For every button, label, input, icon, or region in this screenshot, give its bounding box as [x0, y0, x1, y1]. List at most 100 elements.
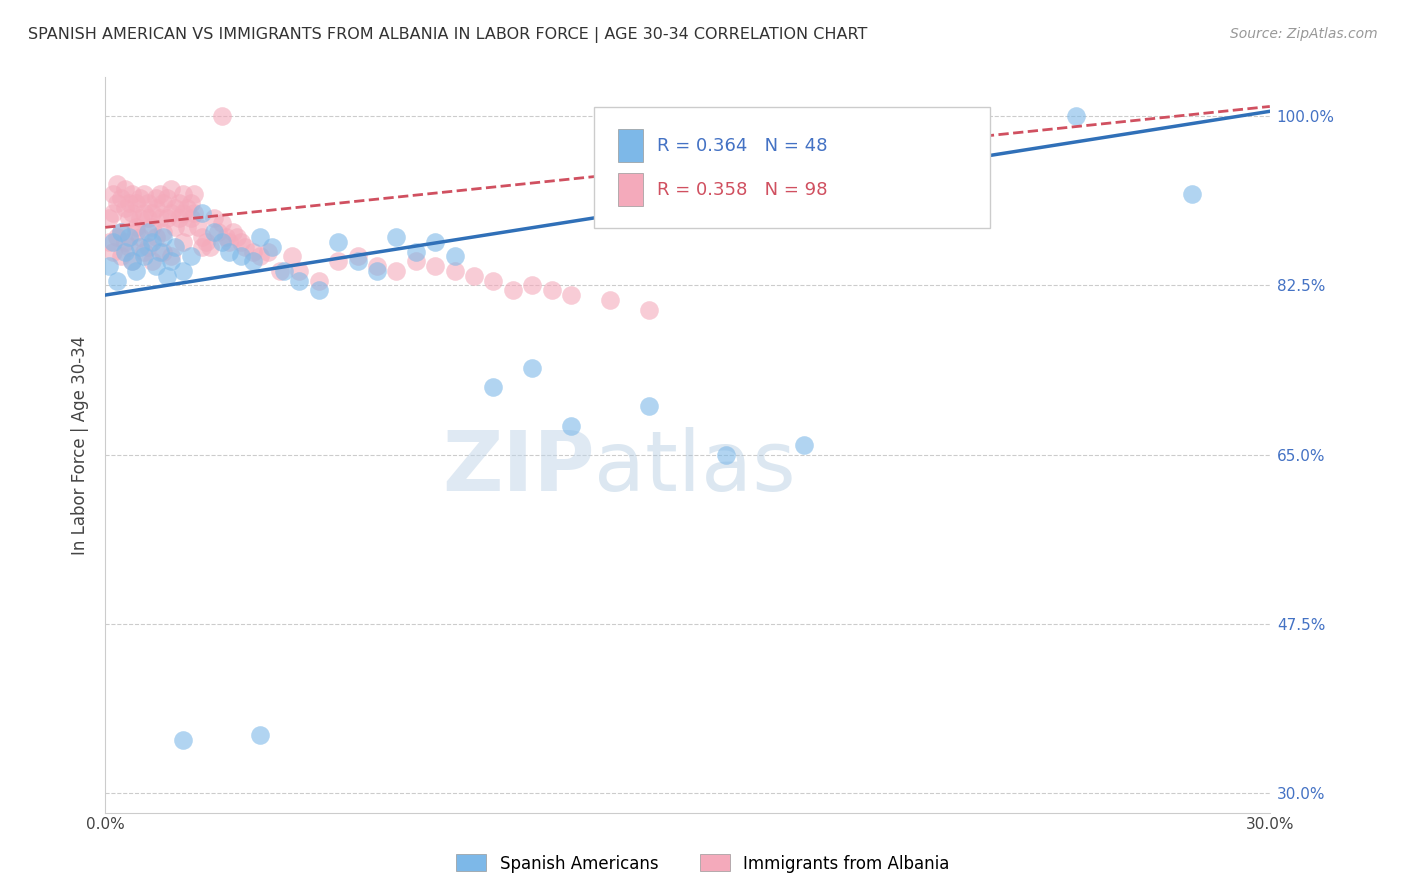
Point: [176, 220, 198, 235]
Point: [145, 191, 167, 205]
Point: [160, 254, 183, 268]
Point: [172, 206, 194, 220]
Text: Source: ZipAtlas.com: Source: ZipAtlas.com: [1230, 27, 1378, 41]
Point: [326, 254, 349, 268]
Point: [156, 191, 179, 205]
Point: [167, 211, 190, 225]
Text: R = 0.358   N = 98: R = 0.358 N = 98: [657, 181, 828, 199]
Point: [105, 196, 128, 211]
Point: [180, 196, 202, 211]
Point: [308, 283, 330, 297]
Point: [249, 230, 271, 244]
Point: [172, 264, 194, 278]
Point: [98, 259, 121, 273]
Point: [125, 225, 148, 239]
Point: [117, 230, 139, 244]
Point: [167, 196, 190, 211]
Point: [346, 249, 368, 263]
FancyBboxPatch shape: [617, 173, 644, 206]
Point: [211, 235, 233, 249]
Point: [183, 186, 205, 201]
Point: [242, 254, 264, 268]
Point: [101, 235, 124, 249]
Point: [366, 259, 388, 273]
Point: [599, 293, 621, 307]
Point: [176, 201, 198, 215]
Point: [1064, 109, 1087, 123]
Text: R = 0.364   N = 48: R = 0.364 N = 48: [657, 136, 828, 155]
Point: [637, 399, 659, 413]
Point: [117, 211, 139, 225]
Point: [132, 244, 155, 259]
Point: [125, 264, 148, 278]
Point: [136, 225, 159, 239]
Point: [249, 728, 271, 742]
Point: [117, 240, 139, 254]
Point: [716, 448, 738, 462]
Point: [101, 206, 124, 220]
Point: [425, 259, 447, 273]
Point: [187, 220, 209, 235]
Point: [148, 244, 170, 259]
Point: [152, 196, 174, 211]
Point: [152, 225, 174, 239]
Point: [308, 274, 330, 288]
Point: [385, 264, 408, 278]
Point: [105, 230, 128, 244]
Point: [202, 225, 225, 239]
Point: [152, 244, 174, 259]
Point: [129, 191, 152, 205]
Point: [405, 244, 427, 259]
Point: [165, 201, 187, 215]
Point: [110, 191, 132, 205]
Point: [346, 254, 368, 268]
Point: [152, 230, 174, 244]
Point: [502, 283, 524, 297]
Point: [180, 249, 202, 263]
FancyBboxPatch shape: [617, 129, 644, 162]
Point: [211, 215, 233, 229]
Text: atlas: atlas: [595, 426, 796, 508]
Point: [121, 206, 143, 220]
Point: [366, 264, 388, 278]
Point: [273, 264, 295, 278]
Point: [229, 249, 252, 263]
Point: [443, 264, 465, 278]
Point: [141, 220, 163, 235]
Point: [121, 254, 143, 268]
FancyBboxPatch shape: [595, 107, 990, 228]
Point: [145, 230, 167, 244]
Point: [482, 380, 505, 394]
Point: [229, 235, 252, 249]
Point: [443, 249, 465, 263]
Point: [160, 206, 183, 220]
Point: [110, 249, 132, 263]
Point: [288, 264, 311, 278]
Point: [242, 244, 264, 259]
Point: [191, 230, 214, 244]
Point: [121, 186, 143, 201]
Point: [560, 418, 582, 433]
Point: [148, 211, 170, 225]
Point: [160, 182, 183, 196]
Point: [191, 240, 214, 254]
Y-axis label: In Labor Force | Age 30-34: In Labor Force | Age 30-34: [72, 335, 89, 555]
Point: [121, 254, 143, 268]
Point: [141, 235, 163, 249]
Point: [156, 268, 179, 283]
Point: [117, 196, 139, 211]
Point: [214, 230, 236, 244]
Point: [195, 235, 218, 249]
Point: [132, 206, 155, 220]
Point: [262, 240, 284, 254]
Point: [226, 230, 249, 244]
Point: [165, 240, 187, 254]
Point: [218, 244, 240, 259]
Point: [129, 230, 152, 244]
Point: [114, 235, 136, 249]
Point: [222, 225, 245, 239]
Point: [156, 211, 179, 225]
Point: [105, 177, 128, 191]
Point: [98, 235, 121, 249]
Point: [560, 288, 582, 302]
